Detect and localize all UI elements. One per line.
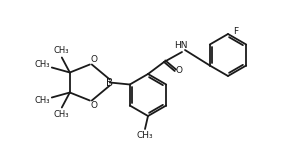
Text: CH₃: CH₃ xyxy=(34,60,49,69)
Text: HN: HN xyxy=(174,42,188,50)
Text: CH₃: CH₃ xyxy=(53,46,68,55)
Text: O: O xyxy=(175,66,182,76)
Text: CH₃: CH₃ xyxy=(53,110,68,119)
Text: O: O xyxy=(90,55,97,64)
Text: CH₃: CH₃ xyxy=(137,132,153,141)
Text: O: O xyxy=(90,101,97,110)
Text: CH₃: CH₃ xyxy=(34,96,49,105)
Text: B: B xyxy=(106,78,113,87)
Text: F: F xyxy=(234,28,238,36)
